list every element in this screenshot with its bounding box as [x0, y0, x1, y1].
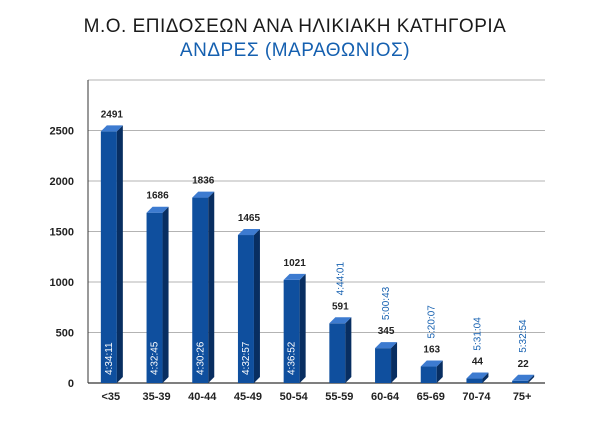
bar-side — [528, 374, 535, 383]
bar-side — [253, 229, 260, 383]
bar-side — [208, 191, 215, 383]
y-tick-label: 1000 — [50, 277, 74, 289]
value-label: 1021 — [284, 258, 307, 269]
value-label: 44 — [472, 357, 484, 368]
bar — [420, 360, 443, 383]
bar-side — [299, 273, 306, 383]
bar-side — [345, 317, 352, 383]
value-label: 22 — [518, 359, 530, 370]
bar-front — [375, 348, 392, 383]
chart-subtitle: ΑΝΔΡΕΣ (ΜΑΡΑΘΩΝΙΟΣ) — [179, 40, 411, 61]
time-label: 4:36:52 — [287, 341, 298, 375]
bar-front — [420, 366, 437, 383]
bar-top — [512, 374, 535, 381]
value-label: 163 — [423, 345, 440, 356]
bar-top — [375, 342, 398, 349]
bar-front — [283, 279, 300, 383]
bar-front — [237, 235, 254, 383]
bar — [512, 374, 535, 383]
bar-side — [162, 206, 169, 383]
time-label: 5:20:07 — [427, 305, 438, 339]
bar-front — [466, 378, 483, 383]
bar-top — [420, 360, 443, 367]
value-label: 1465 — [238, 213, 261, 224]
bar-side — [482, 372, 489, 383]
value-label: 591 — [332, 301, 349, 312]
x-tick-label: 45-49 — [234, 391, 262, 403]
bar-top — [466, 372, 489, 379]
x-tick-label: 40-44 — [188, 391, 217, 403]
bar-top — [192, 191, 215, 198]
y-tick-label: 2500 — [50, 126, 74, 138]
bar-top — [237, 229, 260, 236]
bar-side — [116, 125, 123, 383]
time-label: 4:30:26 — [195, 341, 206, 375]
bar — [237, 229, 260, 383]
bar-front — [512, 380, 529, 383]
bar-front — [192, 197, 209, 383]
value-label: 1836 — [192, 176, 215, 187]
bar — [329, 317, 352, 383]
y-tick-label: 1500 — [50, 227, 74, 239]
x-tick-label: 35-39 — [142, 391, 170, 403]
x-tick-label: 50-54 — [280, 391, 309, 403]
time-label: 5:00:43 — [381, 286, 392, 320]
value-label: 1686 — [146, 191, 169, 202]
bar — [283, 273, 306, 383]
bar-side — [391, 342, 398, 383]
value-label: 345 — [378, 326, 395, 337]
time-label: 4:34:11 — [104, 342, 115, 375]
x-tick-label: 75+ — [513, 391, 532, 403]
bar-side — [436, 360, 443, 383]
bar — [466, 372, 489, 383]
bar-front — [329, 323, 346, 383]
bar-front — [146, 212, 163, 383]
bar — [375, 342, 398, 383]
y-tick-label: 2000 — [50, 176, 74, 188]
bar-top — [100, 125, 123, 132]
x-tick-label: <35 — [102, 391, 121, 403]
bar — [192, 191, 215, 383]
x-tick-label: 65-69 — [417, 391, 445, 403]
value-label: 2491 — [101, 109, 124, 120]
bar-top — [283, 273, 306, 280]
time-label: 5:32:54 — [518, 319, 529, 353]
x-tick-label: 70-74 — [462, 391, 491, 403]
bar-front — [100, 131, 117, 383]
x-tick-label: 55-59 — [325, 391, 353, 403]
bar-top — [146, 206, 169, 213]
y-tick-label: 0 — [68, 378, 74, 390]
bar-top — [329, 317, 352, 324]
time-label: 4:32:45 — [150, 341, 161, 375]
time-label: 4:32:57 — [241, 341, 252, 375]
chart-title: Μ.Ο. ΕΠΙΔΟΣΕΩΝ ΑΝΑ ΗΛΙΚΙΑΚΗ ΚΑΤΗΓΟΡΙΑ — [83, 16, 507, 37]
y-tick-label: 500 — [56, 328, 74, 340]
x-tick-label: 60-64 — [371, 391, 400, 403]
time-label: 4:44:01 — [335, 262, 346, 296]
bar — [146, 206, 169, 383]
time-label: 5:31:04 — [472, 317, 483, 351]
bar — [100, 125, 123, 383]
